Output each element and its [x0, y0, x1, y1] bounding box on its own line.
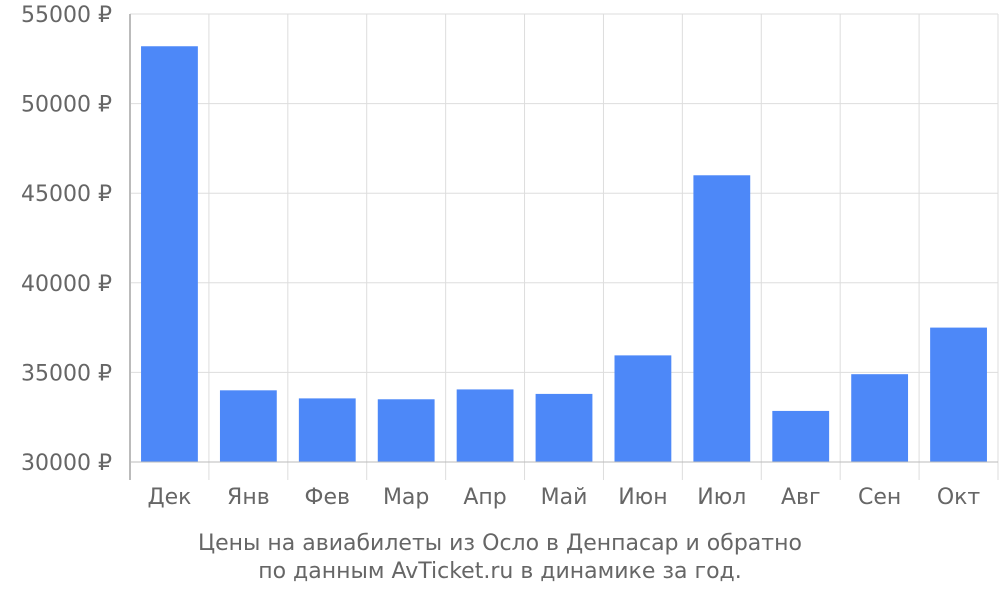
bar-10 — [851, 374, 909, 462]
bar-1 — [141, 46, 198, 462]
x-tick-label: Июл — [697, 485, 746, 510]
x-tick-label: Мар — [383, 485, 429, 510]
bar-chart: 30000 ₽ 35000 ₽ 40000 ₽ 45000 ₽ 50000 ₽ 55000… — [21, 3, 999, 510]
bars — [141, 46, 987, 462]
bar-6 — [535, 393, 593, 462]
bar-8 — [693, 175, 751, 462]
x-tick-label: Янв — [227, 485, 270, 510]
x-tick-label: Апр — [463, 485, 506, 510]
y-tick-label: 30000 ₽ — [21, 451, 112, 476]
axes — [129, 14, 998, 480]
bar-11 — [930, 327, 987, 462]
bar-4 — [377, 399, 435, 462]
y-tick-label: 35000 ₽ — [21, 361, 112, 386]
x-tick-label: Сен — [858, 485, 901, 510]
y-tick-label: 45000 ₽ — [21, 182, 112, 207]
x-axis-labels: Дек Янв Фев Мар Апр Май Июн Июл Авг Сен Окт — [147, 485, 980, 510]
y-tick-label: 55000 ₽ — [21, 3, 112, 28]
x-tick-label: Июн — [618, 485, 667, 510]
x-tick-label: Дек — [147, 485, 191, 510]
chart-caption: Цены на авиабилеты из Осло в Денпасар и … — [0, 530, 1000, 586]
x-tick-label: Окт — [937, 485, 981, 510]
caption-line-2: по данным AvTicket.ru в динамике за год. — [258, 559, 742, 584]
x-tick-label: Май — [541, 485, 588, 510]
y-tick-label: 50000 ₽ — [21, 93, 112, 118]
caption-line-1: Цены на авиабилеты из Осло в Денпасар и … — [198, 531, 802, 556]
y-axis-labels: 30000 ₽ 35000 ₽ 40000 ₽ 45000 ₽ 50000 ₽ 55000… — [21, 3, 112, 476]
bar-2 — [219, 390, 277, 462]
grid-lines — [130, 13, 999, 480]
bar-9 — [772, 410, 830, 462]
bar-7 — [614, 355, 672, 462]
y-tick-label: 40000 ₽ — [21, 272, 112, 297]
bar-5 — [456, 389, 514, 462]
x-tick-label: Фев — [305, 485, 350, 510]
bar-3 — [298, 398, 356, 462]
x-tick-label: Авг — [781, 485, 821, 510]
